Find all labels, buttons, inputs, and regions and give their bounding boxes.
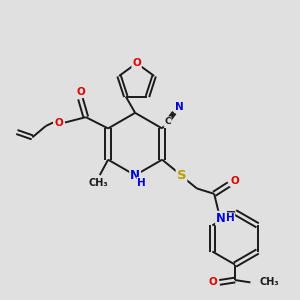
Text: O: O	[76, 87, 85, 97]
Text: S: S	[177, 169, 186, 182]
Text: CH₃: CH₃	[260, 278, 280, 287]
Text: CH₃: CH₃	[88, 178, 108, 188]
Text: H: H	[137, 178, 146, 188]
Text: N: N	[175, 102, 184, 112]
Text: N: N	[130, 169, 140, 182]
Text: O: O	[230, 176, 239, 186]
Text: O: O	[208, 278, 217, 287]
Text: C: C	[164, 117, 171, 126]
Text: O: O	[132, 58, 141, 68]
Text: N: N	[216, 212, 226, 225]
Text: O: O	[54, 118, 63, 128]
Text: H: H	[226, 213, 234, 223]
